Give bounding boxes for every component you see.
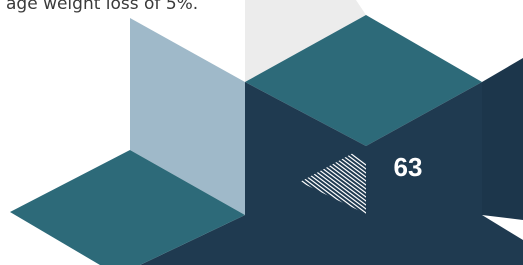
page-graphic: age weight loss of 5%. 63 [0, 0, 523, 265]
page-number: 63 [394, 152, 423, 182]
page: {"body_text": "age weight loss of 5%.", … [0, 0, 523, 265]
navy-strip [482, 58, 523, 220]
body-text: age weight loss of 5%. [6, 0, 198, 14]
